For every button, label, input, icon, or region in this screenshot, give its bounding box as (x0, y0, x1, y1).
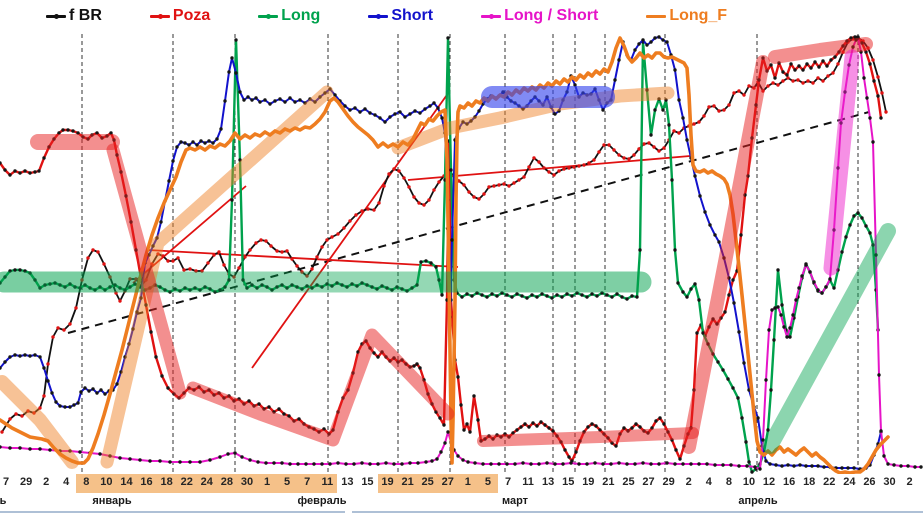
legend-item-long-f[interactable]: Long_F (646, 7, 727, 25)
highlight-band-orange-down-left (0, 375, 79, 469)
x-tick-label: 21 (602, 476, 615, 488)
legend-label: f BR (69, 7, 102, 24)
x-tick-label: 1 (263, 476, 271, 488)
x-tick-label: 28 (220, 476, 233, 488)
legend-label: Long_F (669, 7, 728, 24)
x-tick-label: 16 (140, 476, 153, 488)
legend-label: Long (281, 7, 321, 24)
x-tick-label: 18 (160, 476, 173, 488)
x-tick-label: 27 (642, 476, 655, 488)
x-tick-label: 8 (725, 476, 732, 488)
x-tick-label: 19 (582, 476, 595, 488)
x-tick-label: 25 (421, 476, 434, 488)
x-tick-label: 2 (906, 476, 913, 488)
chart-legend: f BR Poza Long Short Long / Short Long_F (0, 4, 923, 28)
x-tick-label: 22 (823, 476, 836, 488)
legend-item-long[interactable]: Long (258, 7, 320, 25)
x-tick-label: 1 (464, 476, 471, 488)
x-tick-label: 15 (361, 476, 374, 488)
legend-line-marker-icon (258, 13, 279, 19)
highlight-band-red-top-right (768, 37, 873, 64)
bottom-divider-segment (352, 511, 923, 513)
series-line-poza (0, 35, 883, 463)
x-tick-label: 29 (19, 476, 33, 488)
highlight-band-orange-rise-mar (391, 86, 675, 155)
highlight-band-red-mar-bottom (477, 427, 699, 447)
x-tick-label: 18 (803, 476, 816, 488)
legend-item-long-short[interactable]: Long / Short (481, 7, 598, 25)
legend-line-marker-icon (46, 13, 66, 19)
bottom-divider-segment (0, 511, 345, 513)
x-tick-label: 7 (504, 476, 512, 488)
x-tick-label: 11 (321, 476, 334, 488)
x-tick-label: 4 (63, 476, 70, 488)
x-tick-label: 2 (685, 476, 692, 488)
x-tick-label: 13 (341, 476, 354, 488)
highlight-band-orange-rise-jan-feb (100, 85, 334, 469)
highlight-band-red-feb-zigzag (186, 328, 455, 447)
x-tick-label: 16 (782, 476, 796, 488)
legend-item-poza[interactable]: Poza (149, 7, 211, 25)
x-tick-label: 25 (622, 476, 635, 488)
x-axis-highlight-range (377, 474, 498, 493)
x-tick-label: 10 (742, 476, 756, 488)
legend-item-short[interactable]: Short (368, 7, 433, 25)
x-tick-label: 22 (180, 476, 193, 488)
legend-label: Poza (172, 7, 211, 24)
x-tick-label: 30 (240, 476, 254, 488)
x-tick-label: 19 (381, 476, 394, 488)
series-line-f-br (1, 37, 887, 433)
x-tick-label: 26 (863, 476, 876, 488)
x-tick-label: 21 (401, 476, 414, 488)
x-axis-highlight-range (76, 474, 177, 493)
series-markers-long-short (0, 36, 923, 471)
x-axis: 7 29 2 4 8 10 14 16 18 22 24 28 30 1 5 7 11 13 15 19 21 25 27 1… (0, 474, 923, 512)
x-tick-label: 27 (441, 476, 454, 488)
month-label: март (501, 495, 529, 507)
trend-line-0 (147, 249, 459, 268)
x-tick-label: 7 (304, 476, 311, 488)
dashed-trendline (67, 111, 870, 334)
x-tick-label: 24 (843, 476, 856, 488)
month-label: январь (92, 495, 132, 507)
x-tick-label: 11 (522, 476, 534, 488)
x-tick-label: 5 (484, 476, 491, 488)
highlight-band-magenta-spike (823, 49, 860, 276)
legend-line-marker-icon (368, 13, 389, 19)
x-tick-label: 30 (883, 476, 896, 488)
month-label-partial: ь (0, 495, 7, 507)
highlight-band-red-crash-jan (106, 143, 187, 400)
x-tick-label: 12 (762, 476, 776, 488)
chart-plot-area (0, 34, 923, 474)
legend-item-f-br[interactable]: f BR (46, 7, 102, 25)
x-tick-label: 15 (562, 476, 575, 488)
legend-line-marker-icon (481, 13, 502, 19)
legend-line-marker-icon (646, 14, 667, 18)
x-tick-label: 29 (662, 476, 675, 488)
month-label: апрель (738, 495, 778, 507)
x-tick-label: 8 (83, 476, 90, 488)
trend-line-2 (251, 91, 450, 369)
x-tick-label: 10 (100, 476, 113, 488)
legend-label: Long / Short (504, 7, 599, 24)
x-tick-label: 14 (120, 476, 133, 488)
x-tick-label: 24 (200, 476, 213, 488)
x-tick-label: 4 (705, 476, 712, 488)
legend-line-marker-icon (149, 13, 170, 19)
x-tick-label: 13 (542, 476, 555, 488)
x-axis-highlight-range (176, 474, 338, 493)
month-label: февраль (297, 495, 347, 507)
highlight-band-green-rise-right (762, 223, 896, 454)
highlight-band-red-apr-climb (682, 55, 770, 454)
x-tick-label: 2 (43, 476, 50, 488)
x-tick-label: 5 (284, 476, 291, 488)
legend-label: Short (391, 7, 434, 24)
x-tick-label: 7 (2, 476, 10, 488)
